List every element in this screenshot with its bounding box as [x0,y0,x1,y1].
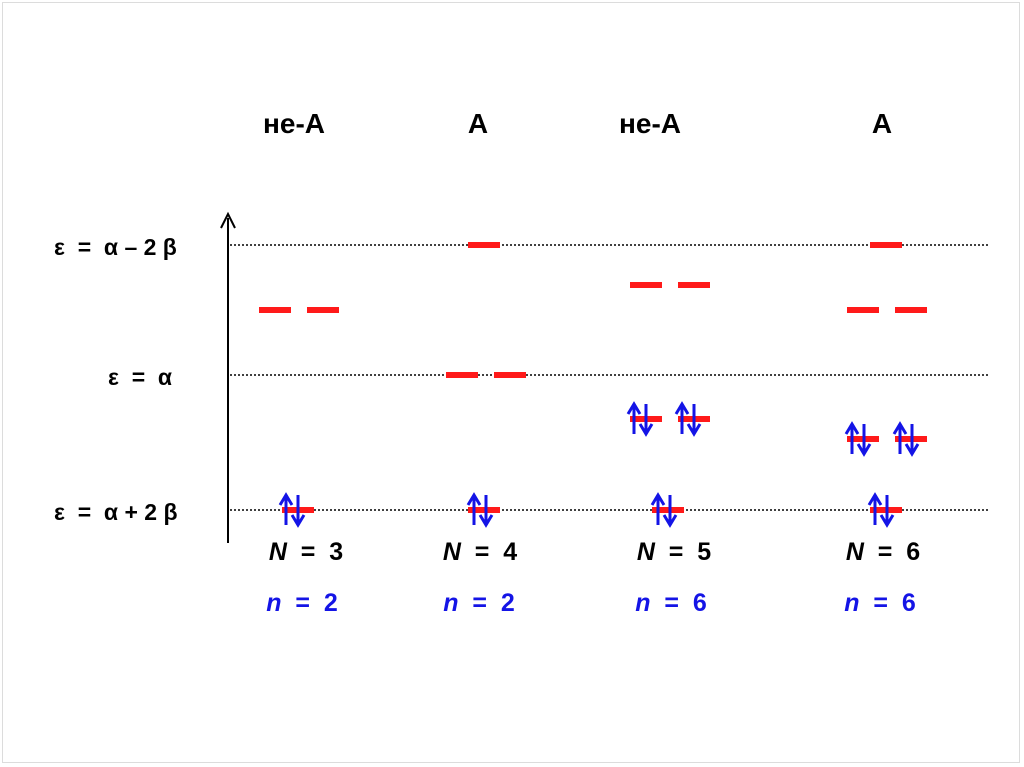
column-title-3: не-А [618,108,682,139]
level-bar [847,307,879,313]
level-bar [630,282,662,288]
level-bar [494,372,526,378]
level-bar [870,242,902,248]
column-title-4: А [871,108,893,139]
atom-count-4: N = 6 [845,538,921,566]
electron-count-3: n = 6 [635,589,707,617]
level-bar [446,372,478,378]
atom-count-3: N = 5 [636,538,712,566]
electron-count-1: n = 2 [266,589,338,617]
atom-count-1: N = 3 [268,538,344,566]
level-bar [678,282,710,288]
energy-label-middle: ε = α [108,364,173,390]
energy-axis [220,211,236,543]
energy-label-top: ε = α – 2 β [54,234,177,260]
electron-count-4: n = 6 [844,589,916,617]
level-bar [652,507,684,513]
electron-count-2: n = 2 [443,589,515,617]
column-title-1: не-А [262,108,326,139]
level-bar [259,307,291,313]
level-bar [468,242,500,248]
level-bar [895,307,927,313]
level-bar [468,507,500,513]
level-bar [307,307,339,313]
atom-count-2: N = 4 [442,538,518,566]
column-title-2: А [467,108,489,139]
energy-label-bottom: ε = α + 2 β [54,499,178,525]
